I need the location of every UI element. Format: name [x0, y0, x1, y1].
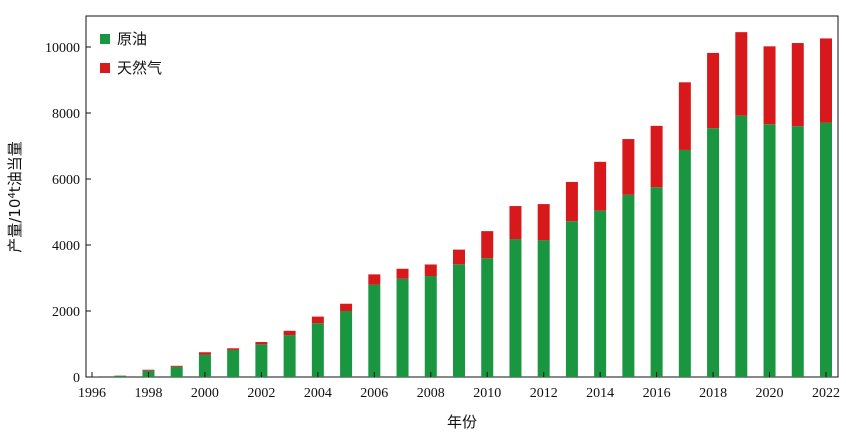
y-tick-label: 6000 — [52, 173, 80, 188]
bar-crude-oil-2015 — [622, 194, 635, 377]
bar-crude-oil-2008 — [424, 276, 437, 377]
bar-natural-gas-2002 — [255, 342, 268, 345]
x-axis-label: 年份 — [447, 413, 477, 431]
legend: 原油 天然气 — [100, 30, 162, 77]
y-axis-label: 产量/104t油当量 — [6, 141, 24, 252]
bar-crude-oil-2007 — [396, 278, 409, 377]
bar-crude-oil-2016 — [650, 187, 663, 377]
y-axis-label-rest: t油当量 — [6, 141, 24, 192]
bars-group — [86, 32, 832, 377]
bar-natural-gas-2012 — [537, 204, 550, 241]
bar-natural-gas-2013 — [565, 181, 578, 222]
legend-label-crude-oil: 原油 — [117, 30, 147, 48]
x-tick-label: 1998 — [134, 386, 162, 401]
bar-natural-gas-2004 — [311, 316, 324, 324]
bar-natural-gas-2016 — [650, 125, 663, 188]
bar-crude-oil-1999 — [170, 366, 183, 377]
bar-crude-oil-2019 — [735, 115, 748, 377]
bar-natural-gas-1998 — [142, 369, 155, 371]
y-tick-label: 10000 — [45, 41, 80, 56]
bar-crude-oil-2013 — [565, 221, 578, 377]
bar-crude-oil-2000 — [198, 354, 211, 377]
x-tick-label: 2000 — [191, 386, 219, 401]
y-axis-label-main: 产量/10 — [6, 199, 24, 253]
y-tick-label: 4000 — [52, 239, 80, 254]
x-tick-label: 2014 — [586, 386, 614, 401]
bar-crude-oil-2020 — [763, 124, 776, 377]
y-tick-label: 8000 — [52, 107, 80, 122]
x-tick-label: 2020 — [756, 386, 784, 401]
x-tick-label: 2006 — [360, 386, 388, 401]
bar-crude-oil-2010 — [481, 258, 494, 377]
legend-label-natural-gas: 天然气 — [117, 59, 162, 77]
y-axis-label-sup: 4 — [7, 192, 18, 198]
bar-natural-gas-2019 — [735, 32, 748, 116]
x-tick-label: 2002 — [247, 386, 275, 401]
bar-crude-oil-2001 — [227, 349, 240, 377]
bar-crude-oil-2018 — [707, 128, 720, 377]
bar-natural-gas-2001 — [227, 348, 240, 350]
bar-natural-gas-2006 — [368, 274, 381, 285]
bar-natural-gas-2003 — [283, 330, 296, 336]
bar-natural-gas-2022 — [820, 38, 832, 123]
y-axis: 0 2000 4000 6000 8000 10000 — [45, 41, 91, 386]
bar-natural-gas-2010 — [481, 231, 494, 259]
x-tick-label: 2008 — [417, 386, 445, 401]
x-tick-label: 1996 — [78, 386, 106, 401]
bar-natural-gas-2009 — [453, 249, 465, 265]
bar-natural-gas-2018 — [707, 52, 720, 129]
legend-swatch-crude-oil — [100, 34, 110, 44]
bar-natural-gas-2000 — [198, 352, 211, 355]
bar-crude-oil-2009 — [453, 264, 465, 377]
x-tick-label: 2012 — [530, 386, 558, 401]
bar-natural-gas-2021 — [791, 43, 804, 127]
bar-natural-gas-2008 — [424, 264, 437, 277]
x-axis: 1996 1998 2000 2002 2004 2006 2008 2010 2012 2014… — [78, 372, 840, 401]
x-tick-label: 2018 — [699, 386, 727, 401]
bar-crude-oil-2014 — [594, 210, 607, 377]
bar-natural-gas-2015 — [622, 139, 635, 195]
bar-natural-gas-2007 — [396, 268, 409, 279]
y-tick-label: 0 — [73, 371, 80, 386]
bar-crude-oil-2003 — [283, 335, 296, 377]
bar-crude-oil-2021 — [791, 126, 804, 377]
bar-crude-oil-2002 — [255, 344, 268, 377]
bar-crude-oil-2005 — [340, 311, 353, 377]
x-tick-label: 2022 — [812, 386, 840, 401]
bar-crude-oil-2006 — [368, 284, 381, 377]
bar-natural-gas-2005 — [340, 303, 353, 311]
legend-swatch-natural-gas — [100, 63, 110, 73]
bar-crude-oil-2017 — [678, 149, 691, 377]
bar-crude-oil-2011 — [509, 239, 522, 377]
bar-natural-gas-2017 — [678, 82, 691, 150]
bar-natural-gas-2020 — [763, 46, 776, 125]
bar-crude-oil-2004 — [311, 323, 324, 377]
bar-natural-gas-2011 — [509, 206, 522, 240]
bar-natural-gas-1999 — [170, 365, 183, 367]
x-tick-label: 2016 — [643, 386, 671, 401]
x-tick-label: 2010 — [473, 386, 501, 401]
y-tick-label: 2000 — [52, 305, 80, 320]
bar-crude-oil-2012 — [537, 240, 550, 377]
bar-crude-oil-1997 — [114, 376, 127, 377]
x-tick-label: 2004 — [304, 386, 332, 401]
bar-crude-oil-2022 — [820, 122, 832, 377]
bar-natural-gas-2014 — [594, 161, 607, 211]
